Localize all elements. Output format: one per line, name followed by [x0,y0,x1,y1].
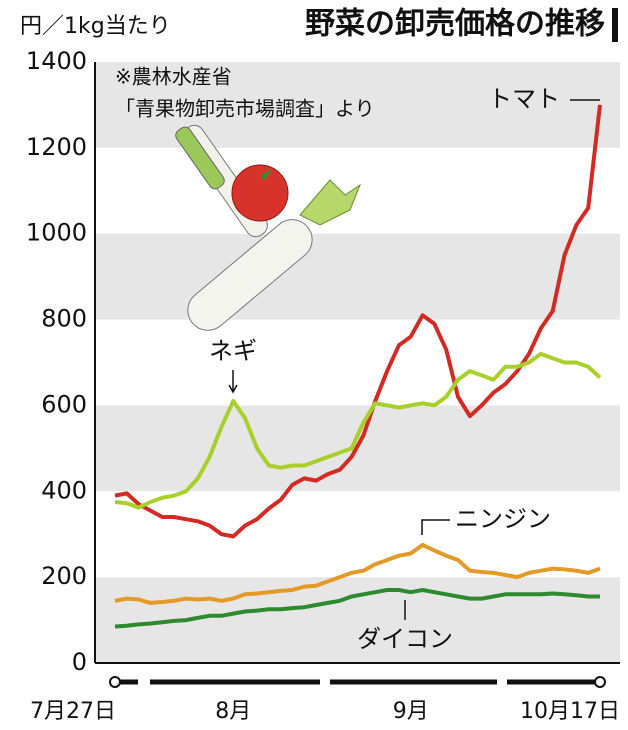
series-label: トマト [488,85,560,113]
y-tick-label: 400 [41,476,87,504]
x-tick-label: 8月 [215,699,251,724]
series-line [114,351,602,510]
y-tick-label: 1200 [26,133,87,161]
title-bar [612,8,618,42]
x-tick-label: 9月 [393,699,429,724]
series-label: ニンジン [455,505,551,533]
label-pointers [228,99,600,620]
chart-title: 野菜の卸売価格の推移 [305,7,605,42]
note: ※農林水産省 [115,65,232,89]
series-line [114,588,600,629]
y-tick-label: 800 [41,305,87,333]
grid-band [95,233,620,320]
y-tick-label: 200 [41,562,87,590]
y-axis-label: 円／1kg当たり [20,14,171,39]
series-line [114,542,601,605]
note: 「青果物卸売市場調査」より [115,97,375,121]
series-label: ネギ [209,337,257,365]
x-tick-label: 7月27日 [30,699,116,724]
illustration [175,124,362,331]
y-tick-label: 1400 [26,47,87,75]
timeline [109,676,606,688]
y-tick-label: 600 [41,390,87,418]
series-line [114,104,602,539]
x-tick-label: 10月17日 [520,699,620,724]
y-tick-label: 1000 [26,219,87,247]
series-label: ダイコン [357,625,453,653]
y-tick-label: 0 [72,648,87,676]
